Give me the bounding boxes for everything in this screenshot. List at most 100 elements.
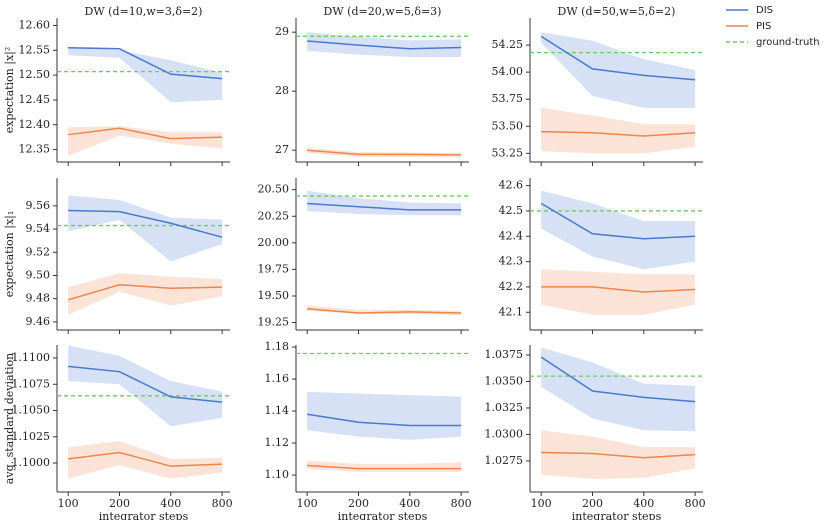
band: [68, 195, 223, 262]
y-tick-label: 12.35: [19, 143, 51, 156]
y-tick-label: 1.1050: [12, 404, 51, 417]
band: [68, 345, 223, 427]
y-tick-label: 29: [275, 25, 289, 38]
y-tick-label: 1.0325: [485, 401, 524, 414]
y-tick-label: 1.0375: [485, 348, 524, 361]
line: [307, 413, 462, 427]
x-axis-label: integrator steps: [572, 510, 662, 520]
legend-label: PIS: [756, 21, 771, 32]
x-axis-label: integrator steps: [99, 510, 189, 520]
chart-title: DW (d=10,w=3,δ=2): [85, 5, 203, 18]
y-tick-label: 54.25: [492, 38, 524, 51]
chart-title: DW (d=50,w=5,δ=2): [558, 5, 676, 18]
y-tick-label: 1.0275: [485, 454, 524, 467]
y-tick-label: 1.16: [265, 372, 290, 385]
y-tick-label: 20.25: [258, 209, 290, 222]
y-tick-label: 53.25: [492, 146, 524, 159]
y-tick-label: 53.75: [492, 92, 524, 105]
y-tick-label: 53.50: [492, 119, 524, 132]
line: [540, 35, 696, 81]
legend-label: ground-truth: [756, 37, 820, 48]
y-tick-label: 1.1100: [12, 351, 51, 364]
y-tick-label: 19.25: [258, 316, 290, 329]
y-tick-label: 42.5: [499, 204, 524, 217]
y-tick-label: 1.18: [265, 340, 290, 353]
y-tick-label: 42.6: [499, 179, 524, 192]
line: [540, 356, 696, 403]
y-tick-label: 20.00: [258, 236, 290, 249]
band: [68, 46, 223, 103]
line: [540, 202, 696, 240]
y-axis-label: avg. standard deviation: [3, 353, 16, 484]
line: [68, 365, 223, 403]
y-tick-label: 9.56: [26, 199, 51, 212]
line: [68, 209, 223, 238]
y-tick-label: 1.10: [265, 468, 290, 481]
y-tick-label: 12.40: [19, 118, 51, 131]
chart-title: DW (d=20,w=5,δ=3): [324, 5, 442, 18]
band: [307, 391, 462, 440]
line: [541, 451, 696, 459]
band: [541, 269, 696, 315]
y-tick-label: 12.60: [19, 18, 51, 31]
line: [68, 47, 223, 80]
y-axis-label: expectation |x|²: [3, 47, 17, 134]
line: [307, 202, 462, 211]
y-tick-label: 9.52: [26, 245, 51, 258]
band: [541, 107, 696, 154]
x-axis-label: integrator steps: [338, 510, 428, 520]
x-tick-label: 200: [109, 497, 130, 510]
x-tick-label: 100: [58, 497, 79, 510]
line: [541, 286, 696, 293]
y-tick-label: 1.1075: [12, 377, 51, 390]
y-tick-label: 1.1025: [12, 430, 51, 443]
y-tick-label: 9.54: [26, 222, 51, 235]
x-tick-label: 800: [212, 497, 233, 510]
y-tick-label: 19.50: [258, 289, 290, 302]
y-tick-label: 42.1: [499, 305, 524, 318]
band: [541, 347, 696, 432]
band: [307, 190, 462, 216]
y-tick-label: 54.00: [492, 65, 524, 78]
line: [68, 127, 223, 140]
y-tick-label: 1.0350: [485, 374, 524, 387]
band: [68, 273, 223, 315]
y-tick-label: 42.4: [499, 229, 524, 242]
line: [67, 283, 223, 301]
y-axis-label: expectation |x|₁: [3, 211, 17, 298]
y-tick-label: 1.1000: [12, 456, 51, 469]
band: [307, 32, 462, 57]
y-tick-label: 19.75: [258, 262, 290, 275]
line: [307, 307, 462, 314]
y-tick-label: 1.14: [265, 404, 290, 417]
y-tick-label: 12.55: [19, 43, 51, 56]
band: [541, 430, 696, 479]
x-tick-label: 400: [399, 497, 420, 510]
line: [541, 130, 696, 137]
line: [68, 451, 223, 467]
x-tick-label: 200: [582, 497, 603, 510]
line: [307, 149, 462, 156]
line: [307, 40, 462, 50]
legend-label: DIS: [756, 5, 773, 16]
line: [307, 464, 462, 470]
y-tick-label: 9.48: [26, 292, 51, 305]
x-tick-label: 800: [451, 497, 472, 510]
y-tick-label: 9.46: [26, 315, 51, 328]
y-tick-label: 27: [275, 143, 289, 156]
x-tick-label: 200: [348, 497, 369, 510]
y-tick-label: 42.3: [499, 255, 524, 268]
y-tick-label: 1.0300: [485, 427, 524, 440]
band: [68, 126, 223, 157]
x-tick-label: 400: [160, 497, 181, 510]
y-tick-label: 12.50: [19, 68, 51, 81]
y-tick-label: 28: [275, 84, 289, 97]
x-tick-label: 100: [531, 497, 552, 510]
band: [541, 190, 696, 270]
x-tick-label: 100: [297, 497, 318, 510]
band: [541, 32, 696, 108]
x-tick-label: 800: [685, 497, 706, 510]
y-tick-label: 12.45: [19, 93, 51, 106]
y-tick-label: 1.12: [265, 436, 290, 449]
